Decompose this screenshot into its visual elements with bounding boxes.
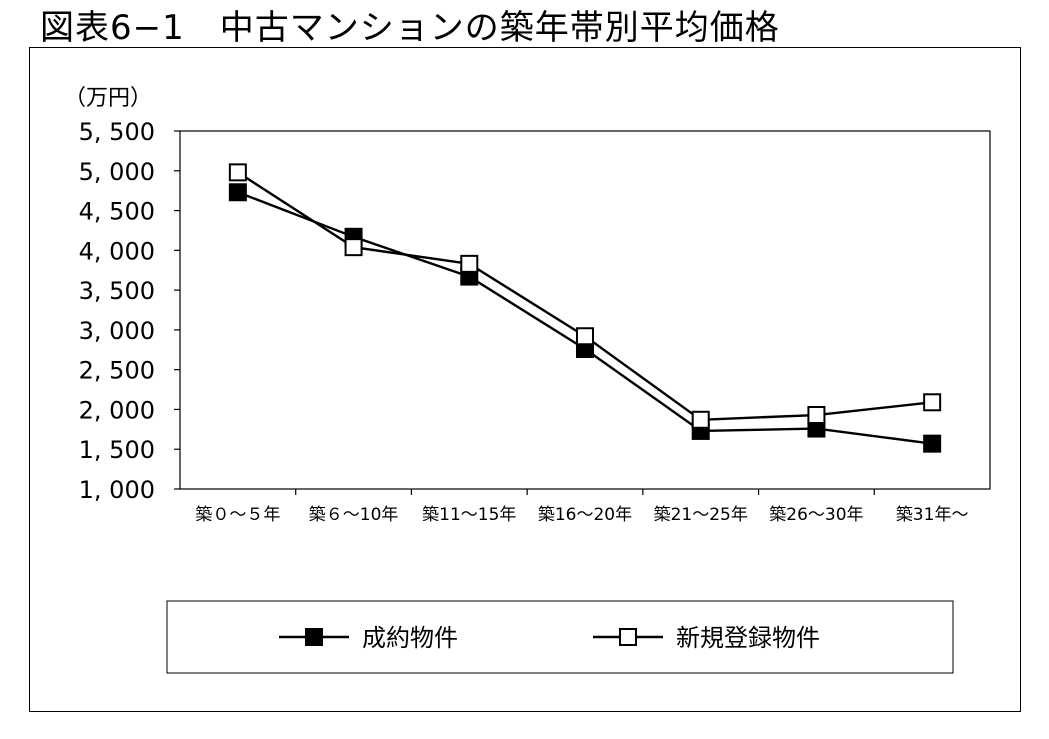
legend: 成約物件 新規登録物件 bbox=[166, 600, 954, 674]
x-tick-label: 築６～10年 bbox=[309, 505, 399, 525]
y-tick-label: 4, 000 bbox=[79, 237, 155, 265]
y-tick-label: 2, 500 bbox=[79, 357, 155, 385]
legend-label: 新規登録物件 bbox=[676, 624, 820, 652]
x-tick-label: 築26～30年 bbox=[769, 505, 863, 525]
x-tick-label: 築11～15年 bbox=[422, 505, 516, 525]
data-point bbox=[576, 327, 594, 346]
data-point bbox=[344, 238, 363, 257]
plot-area bbox=[179, 130, 991, 490]
data-point bbox=[691, 410, 710, 429]
x-tick-label: 築21～25年 bbox=[654, 505, 748, 525]
legend-box bbox=[166, 600, 954, 674]
y-tick-label: 5, 500 bbox=[79, 118, 155, 146]
chart-frame bbox=[29, 47, 1021, 712]
series-line-2 bbox=[237, 171, 933, 421]
x-tick-label: 築31年～ bbox=[896, 505, 969, 525]
y-tick-label: 3, 500 bbox=[79, 277, 155, 305]
y-tick-label: 1, 500 bbox=[79, 436, 155, 464]
y-tick-label: 1, 000 bbox=[79, 476, 155, 504]
y-axis-unit-label: （万円） bbox=[64, 86, 152, 111]
y-tick-label: 5, 000 bbox=[79, 158, 155, 186]
legend-marker bbox=[305, 628, 323, 646]
chart-title: 図表6−1 中古マンションの築年帯別平均価格 bbox=[40, 8, 780, 48]
x-axis: 築０～５年 築６～10年 築11～15年 築16～20年 築21～25年 築26～30年 築… bbox=[195, 489, 968, 525]
data-point bbox=[228, 183, 247, 202]
data-point bbox=[923, 393, 942, 412]
series-layer bbox=[228, 163, 942, 453]
y-axis: 1, 000 1, 500 2, 000 2, 500 3, 000 3, 500 4, 0… bbox=[79, 118, 180, 504]
legend-label: 成約物件 bbox=[362, 624, 458, 652]
data-point bbox=[807, 406, 826, 425]
data-point bbox=[460, 254, 479, 273]
series-line-1 bbox=[237, 191, 933, 445]
y-tick-label: 4, 500 bbox=[79, 198, 155, 226]
y-tick-label: 3, 000 bbox=[79, 317, 155, 345]
y-tick-label: 2, 000 bbox=[79, 396, 155, 424]
legend-marker bbox=[619, 628, 637, 646]
x-tick-label: 築０～５年 bbox=[195, 505, 280, 525]
data-point bbox=[923, 434, 942, 453]
data-point bbox=[228, 163, 247, 182]
x-tick-label: 築16～20年 bbox=[538, 505, 632, 525]
